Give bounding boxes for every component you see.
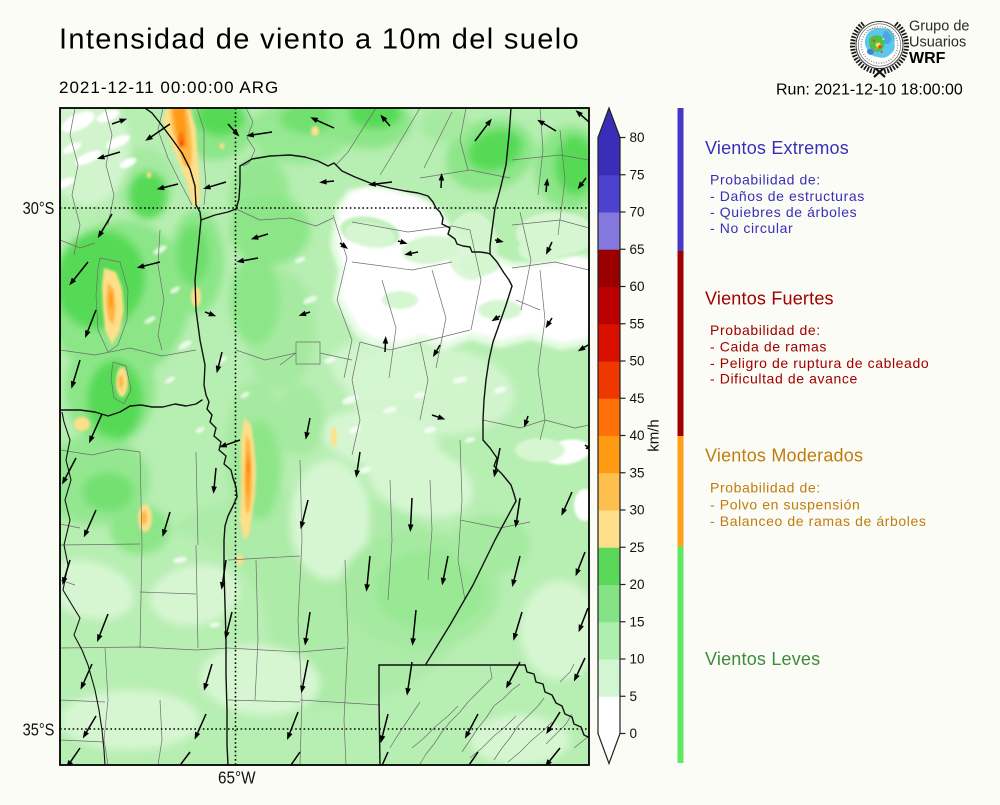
svg-text:10: 10 [630, 652, 645, 667]
svg-text:- Quiebres de árboles: - Quiebres de árboles [710, 204, 857, 220]
svg-text:Probabilidad de:: Probabilidad de: [710, 480, 821, 496]
svg-text:80: 80 [630, 130, 645, 145]
svg-text:Vientos Fuertes: Vientos Fuertes [705, 289, 834, 309]
svg-text:Run: 2021-12-10 18:00:00: Run: 2021-12-10 18:00:00 [776, 82, 963, 99]
svg-text:65: 65 [630, 242, 645, 257]
svg-text:50: 50 [630, 354, 645, 369]
svg-text:Usuarios: Usuarios [909, 35, 966, 51]
svg-text:Probabilidad de:: Probabilidad de: [710, 172, 821, 188]
svg-text:- Balanceo de ramas de árboles: - Balanceo de ramas de árboles [710, 513, 926, 529]
svg-text:0: 0 [630, 726, 638, 741]
svg-text:65°W: 65°W [218, 768, 256, 788]
svg-text:45: 45 [630, 391, 645, 406]
svg-text:- Daños de estructuras: - Daños de estructuras [710, 188, 865, 204]
svg-text:- Caida de ramas: - Caida de ramas [710, 339, 827, 355]
svg-text:km/h: km/h [646, 419, 663, 452]
svg-text:20: 20 [630, 577, 645, 592]
svg-text:- No circular: - No circular [710, 220, 793, 236]
svg-text:70: 70 [630, 205, 645, 220]
svg-text:30: 30 [630, 503, 645, 518]
svg-text:- Peligro de ruptura de cablea: - Peligro de ruptura de cableado [710, 355, 929, 371]
svg-text:5: 5 [630, 689, 638, 704]
svg-text:55: 55 [630, 316, 645, 331]
svg-text:15: 15 [630, 614, 645, 629]
svg-text:35: 35 [630, 465, 645, 480]
svg-text:WRF: WRF [909, 50, 946, 67]
svg-text:Vientos Leves: Vientos Leves [705, 649, 820, 669]
svg-text:60: 60 [630, 279, 645, 294]
svg-text:- Dificultad de avance: - Dificultad de avance [710, 371, 858, 387]
svg-text:40: 40 [630, 428, 645, 443]
svg-text:75: 75 [630, 167, 645, 182]
svg-text:25: 25 [630, 540, 645, 555]
svg-text:- Polvo en suspensión: - Polvo en suspensión [710, 497, 860, 513]
svg-text:30°S: 30°S [23, 198, 55, 218]
svg-text:Vientos Extremos: Vientos Extremos [705, 138, 849, 158]
svg-text:Intensidad de viento a 10m del: Intensidad de viento a 10m del suelo [59, 24, 580, 56]
svg-text:Probabilidad de:: Probabilidad de: [710, 322, 821, 338]
svg-text:Vientos Moderados: Vientos Moderados [705, 446, 863, 466]
svg-text:2021-12-11 00:00:00 ARG: 2021-12-11 00:00:00 ARG [59, 78, 279, 97]
svg-text:35°S: 35°S [23, 720, 55, 740]
svg-text:Grupo de: Grupo de [909, 19, 969, 35]
